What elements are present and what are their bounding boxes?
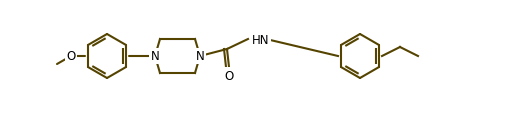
Text: O: O <box>66 50 76 63</box>
Text: N: N <box>195 50 205 63</box>
Text: N: N <box>150 50 160 63</box>
Text: HN: HN <box>252 33 270 46</box>
Text: O: O <box>224 69 234 82</box>
